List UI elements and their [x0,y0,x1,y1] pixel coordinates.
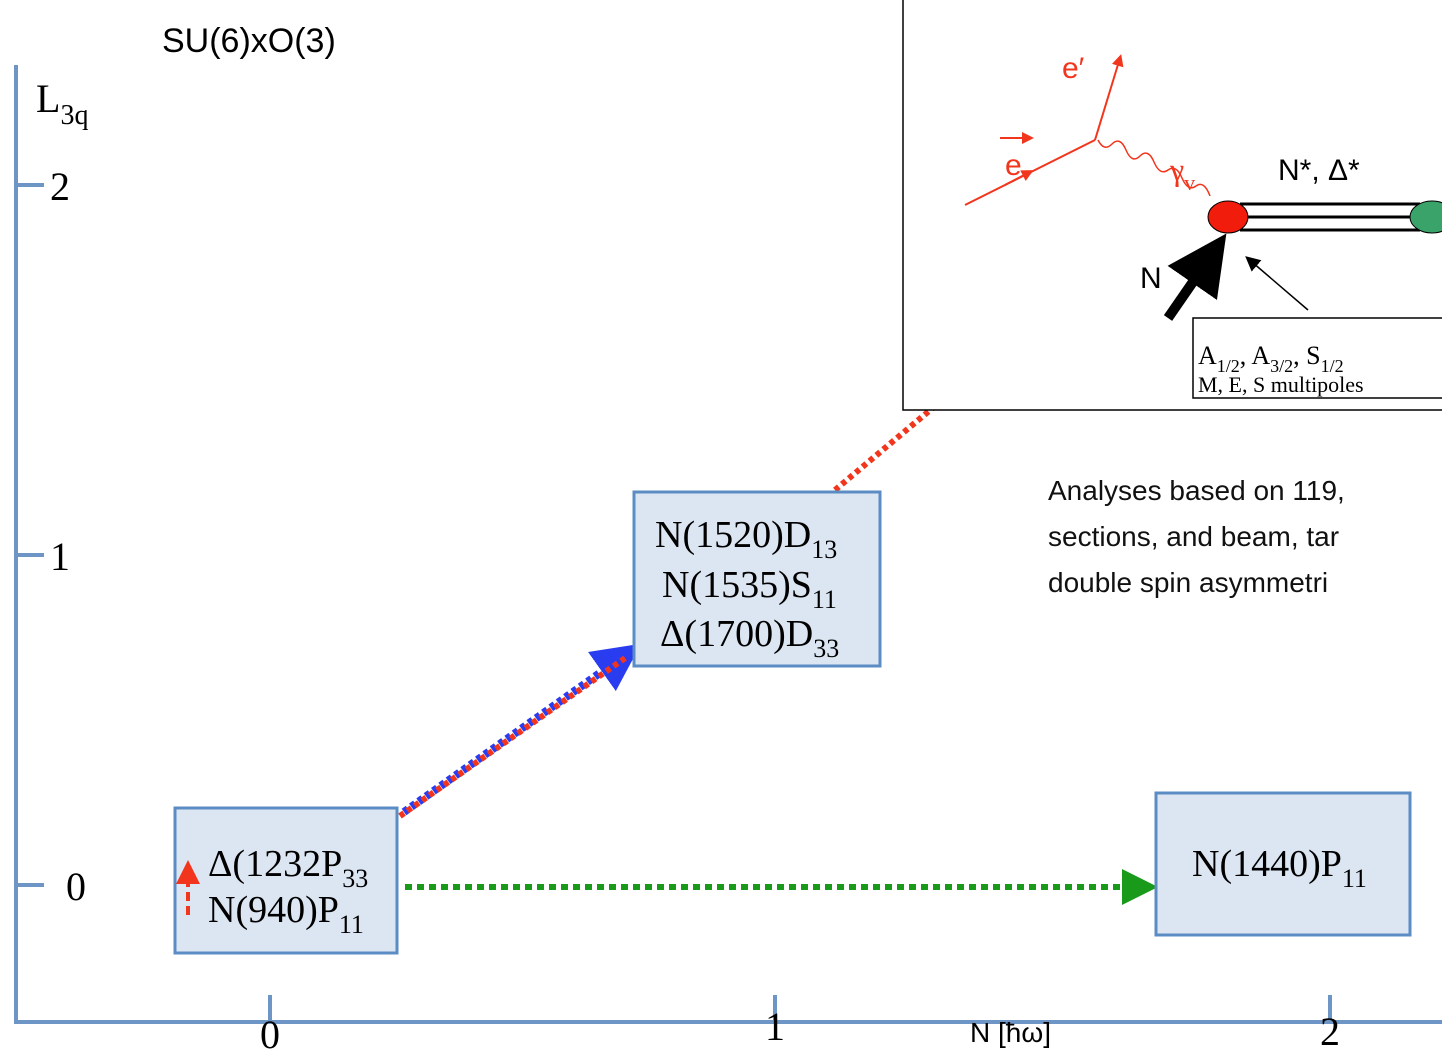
label-main: Δ(1700)D [660,613,813,655]
x-axis-label: N [ħω] [970,1017,1051,1048]
label-main: N(1440)P [1192,843,1342,885]
diagram: SU(6)xO(3) L3q 2 1 0 0 1 2 N [ħω] Δ(1232… [0,0,1442,1052]
label-sub: 11 [339,910,364,939]
x-tick-label: 2 [1320,1009,1340,1052]
label-main: , S [1293,341,1320,370]
label-main: , A [1240,341,1271,370]
label-main: N(940)P [208,889,339,931]
title: SU(6)xO(3) [162,22,336,60]
x-tick-label: 1 [765,1004,785,1049]
label-sub: 3q [60,100,88,131]
x-tick-label: 0 [260,1012,280,1052]
label-main: N(1535)S [662,564,812,606]
label-sub: 13 [811,535,837,564]
particle-label: N*, Δ* [1278,154,1360,187]
label-sub: 33 [342,864,368,893]
label-sub: 11 [812,585,837,614]
y-tick-label: 2 [50,164,70,209]
label-sub: 11 [1342,864,1367,893]
y-tick-label: 0 [66,864,86,909]
label-sub: 33 [813,634,839,663]
note: Analyses based on 119, [1048,475,1345,506]
label-main: A [1198,341,1217,370]
label-main: L [36,76,60,121]
label-sub: v [1184,170,1195,195]
particle-label: N [1140,262,1162,295]
particle-label: e [1005,149,1022,182]
y-tick-label: 1 [50,534,70,579]
multipoles: M, E, S multipoles [1198,372,1364,397]
y-axis-label: L3q [36,76,88,131]
label-main: N(1520)D [655,514,811,556]
inset [903,0,1442,410]
label-main: Δ(1232P [208,843,342,885]
note: sections, and beam, tar [1048,521,1339,552]
note: double spin asymmetri [1048,567,1328,598]
particle-label: e′ [1062,52,1085,85]
label-main: γ [1169,151,1184,187]
